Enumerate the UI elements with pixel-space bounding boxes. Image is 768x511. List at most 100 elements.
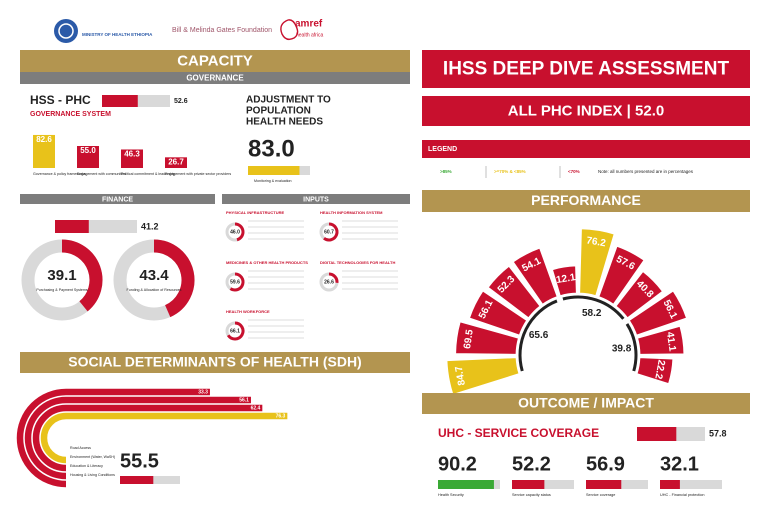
- performance-bar: [487, 265, 541, 319]
- subsection-title: FINANCE: [102, 196, 133, 203]
- adjustment-label: Monitoring & evaluation: [254, 179, 292, 183]
- group-value: 58.2: [582, 308, 602, 319]
- logo-text: health africa: [296, 32, 323, 38]
- legend-band: [422, 140, 750, 158]
- group-arc: [562, 295, 625, 320]
- donut-arc: [61, 239, 103, 312]
- performance-bar: [469, 290, 528, 336]
- index-label-band: [422, 96, 750, 126]
- sdh-value: 33.3: [198, 389, 208, 395]
- hss-label: HSS - PHC: [30, 93, 91, 107]
- performance-value: 41.1: [664, 331, 678, 352]
- hss-value: 52.6: [174, 98, 188, 105]
- finance-bar: [55, 220, 89, 233]
- input-value: 46.0: [230, 229, 240, 235]
- donut-label: Funding & Allocation of Resources: [127, 288, 182, 292]
- finance-value: 41.2: [141, 221, 159, 231]
- metric-bar: [660, 480, 680, 489]
- bar-label: Political commitment & leadership: [121, 172, 175, 176]
- group-value: 39.8: [612, 343, 632, 354]
- performance-bar: [552, 265, 577, 297]
- bar-value: 82.6: [36, 135, 52, 144]
- metric-value: 52.2: [512, 453, 551, 475]
- section-title: OUTCOME / IMPACT: [518, 395, 654, 411]
- adjustment-value: 83.0: [248, 135, 295, 162]
- input-title: MEDICINES & OTHER HEALTH PRODUCTS: [226, 260, 308, 265]
- donut-arc: [226, 321, 245, 341]
- sdh-ring: [32, 404, 263, 472]
- logo-text: amref: [295, 19, 323, 30]
- bar-value: 55.0: [80, 146, 96, 155]
- donut-label: Purchasing & Payment Systems: [36, 288, 88, 292]
- logo-text: Bill & Melinda Gates Foundation: [172, 27, 272, 34]
- sdh-label: Education & Literacy: [70, 464, 103, 468]
- metric-value: 32.1: [660, 453, 699, 475]
- donut-arc: [234, 222, 245, 242]
- donut-arc: [328, 272, 339, 283]
- input-title: DIGITAL TECHNOLOGIES FOR HEALTH: [320, 260, 395, 265]
- bar-label: Governance & policy frameworks: [33, 172, 86, 176]
- sdh-ring: [24, 396, 251, 480]
- group-arc: [518, 299, 558, 372]
- amref-logo-mark: [280, 19, 299, 41]
- hss-bar: [102, 95, 138, 107]
- performance-bar: [615, 271, 663, 319]
- section-title: CAPACITY: [177, 52, 253, 69]
- group-arc: [625, 323, 638, 372]
- sdh-label: Housing & Living Conditions: [70, 473, 115, 477]
- assessment-title: IHSS DEEP DIVE ASSESSMENT: [443, 59, 730, 80]
- moh-logo-mark: [54, 19, 78, 43]
- logo-text: MINISTRY OF HEALTH ETHIOPIA: [82, 32, 153, 37]
- subsection-title-band: [20, 72, 410, 84]
- sdh-value: 56.1: [239, 397, 249, 403]
- sdh-label: Road Access: [70, 446, 91, 450]
- performance-bar: [579, 228, 615, 297]
- input-value: 60.7: [324, 229, 334, 235]
- legend-title: LEGEND: [428, 146, 457, 153]
- adjustment-title: POPULATION: [246, 106, 311, 117]
- input-title: HEALTH WORKFORCE: [226, 309, 270, 314]
- subsection-title-band: [222, 194, 410, 204]
- section-title-band: [422, 393, 750, 414]
- legend-item: >=70% & <85%: [494, 169, 526, 174]
- performance-bar: [628, 290, 687, 336]
- input-value: 26.6: [324, 279, 334, 285]
- sdh-value: 76.3: [276, 413, 286, 419]
- system-label: GOVERNANCE SYSTEM: [30, 111, 111, 118]
- performance-bar: [598, 245, 645, 305]
- section-title-band: [20, 352, 410, 373]
- sdh-value: 62.4: [251, 405, 261, 411]
- section-title-band: [422, 190, 750, 212]
- metric-bar: [512, 480, 545, 489]
- performance-bar: [455, 321, 519, 355]
- uhc-label: UHC - SERVICE COVERAGE: [438, 426, 599, 440]
- sdh-index: 55.5: [120, 450, 159, 472]
- adjustment-title: HEALTH NEEDS: [246, 117, 323, 128]
- donut-value: 43.4: [139, 267, 169, 284]
- metric-bar-track: [660, 480, 722, 489]
- legend-item: <70%: [568, 169, 580, 174]
- performance-bar: [636, 357, 674, 385]
- legend-note: Note: all numbers presented are in perce…: [598, 169, 694, 174]
- group-value: 65.6: [529, 330, 549, 341]
- performance-value: 22.2: [652, 359, 666, 381]
- sdh-bar: [120, 476, 154, 484]
- section-title: SOCIAL DETERMINANTS OF HEALTH (SDH): [68, 354, 361, 370]
- subsection-title-band: [20, 194, 215, 204]
- donut-arc: [153, 239, 195, 318]
- performance-value: 84.7: [454, 365, 468, 387]
- performance-bar: [512, 247, 558, 305]
- bar-label: Engagement with communities: [77, 172, 126, 176]
- metric-bar: [438, 480, 494, 489]
- metric-label: Health Security: [438, 493, 464, 497]
- metric-label: Service capacity status: [512, 493, 551, 497]
- governance-bar: [33, 134, 55, 168]
- adjustment-title: ADJUSTMENT TO: [246, 95, 331, 106]
- subsection-title: INPUTS: [303, 196, 329, 203]
- metric-value: 90.2: [438, 453, 477, 475]
- donut-arc: [323, 222, 339, 242]
- performance-value: 76.2: [586, 235, 607, 249]
- donut-arc: [229, 272, 245, 292]
